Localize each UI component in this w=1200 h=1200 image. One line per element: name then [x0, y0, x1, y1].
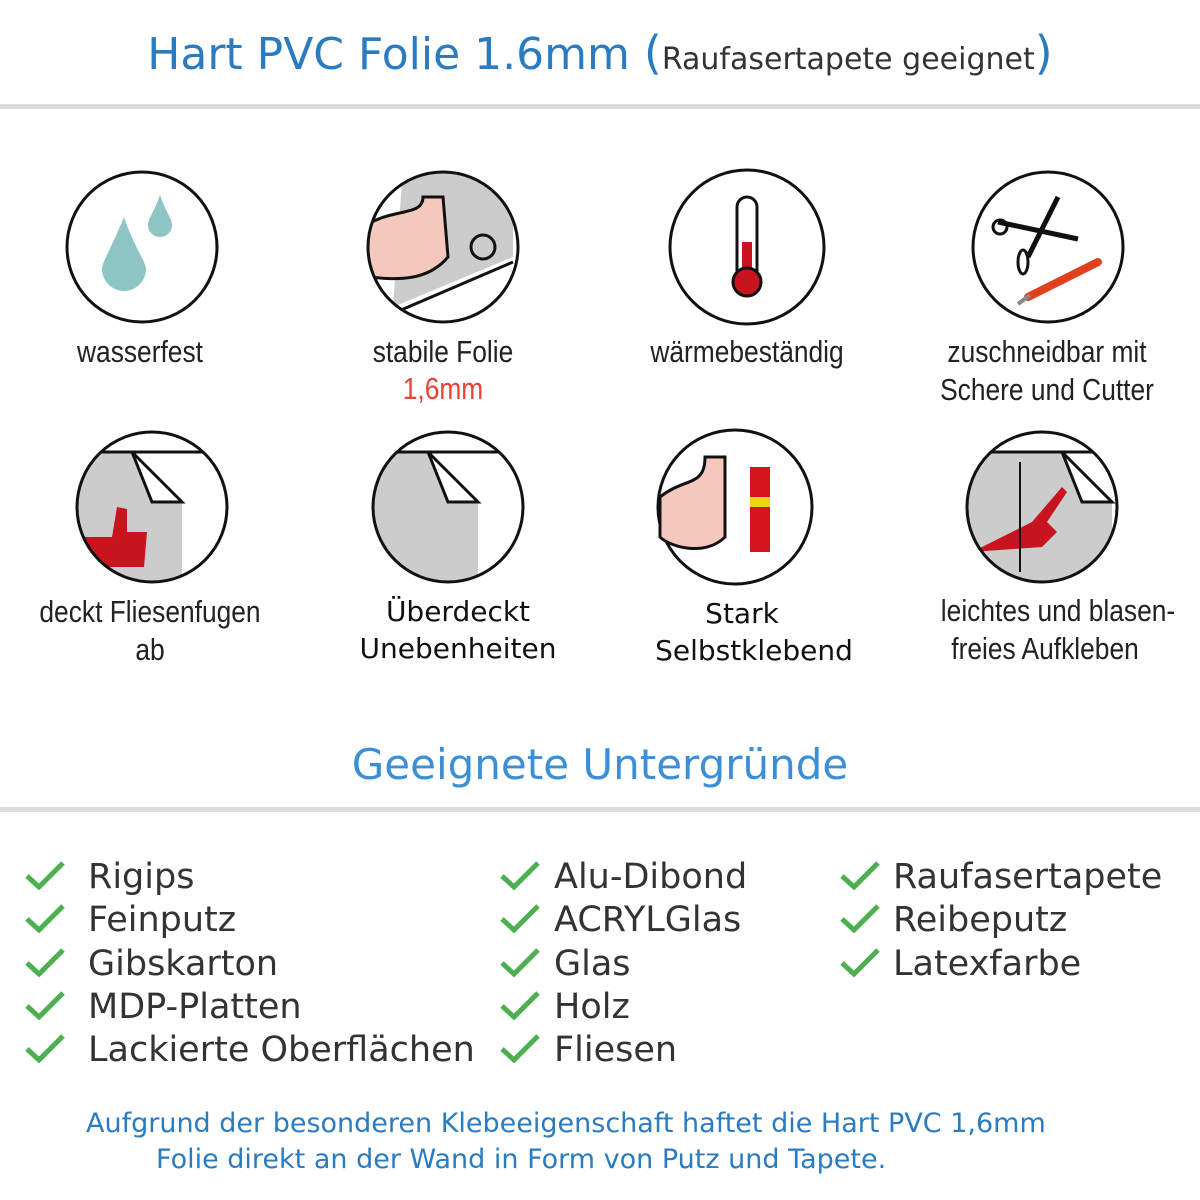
feature-label: Selbstklebend	[655, 634, 853, 667]
check-icon	[25, 947, 65, 977]
strong-arm-glue-icon	[656, 428, 814, 586]
check-icon	[840, 904, 880, 934]
check-icon	[25, 861, 65, 890]
title-main: Hart PVC Folie 1.6mm	[147, 29, 644, 80]
hand-apply-icon	[965, 430, 1119, 584]
thermometer-icon	[668, 168, 826, 326]
water-drops-icon	[65, 170, 219, 324]
feature-label: Stark	[705, 597, 779, 630]
surface-item: Latexfarbe	[893, 943, 1082, 984]
surface-item: Lackierte Oberflächen	[88, 1030, 475, 1071]
check-icon	[500, 1034, 540, 1064]
scissors-cutter-icon	[971, 170, 1125, 324]
surface-item: Raufasertapete	[893, 857, 1163, 897]
strong-arm-foil-icon	[366, 170, 520, 324]
surface-item: ACRYLGlas	[554, 900, 742, 941]
feature-label: zuschneidbar mit	[947, 334, 1147, 369]
check-icon	[500, 947, 540, 977]
feature-label: leichtes und blasen-	[940, 593, 1176, 628]
check-icon	[25, 904, 65, 934]
footer-line: Aufgrund der besonderen Klebeeigenschaft…	[86, 1108, 1046, 1139]
feature-label: wasserfest	[77, 334, 203, 369]
feature-label: Überdeckt	[385, 595, 531, 628]
feature-label: Unebenheiten	[359, 632, 557, 665]
surface-item: Reibeputz	[893, 900, 1068, 941]
check-icon	[840, 947, 880, 977]
divider	[0, 807, 1200, 812]
check-icon	[25, 1034, 65, 1064]
paren: (	[643, 26, 662, 80]
footer-note: Aufgrund der besonderen Klebeeigenschaft…	[0, 1106, 1200, 1178]
check-icon	[500, 991, 540, 1020]
feature-label: stabile Folie	[372, 334, 514, 369]
surface-item: MDP-Platten	[88, 986, 302, 1027]
surface-item: Holz	[554, 986, 630, 1027]
surface-item: Alu-Dibond	[554, 857, 748, 897]
tile-thumbs-up-icon	[75, 430, 229, 584]
surface-item: Gibskarton	[88, 943, 279, 984]
surface-item: Glas	[554, 943, 631, 984]
check-icon	[500, 861, 540, 890]
footer-line: Folie direkt an der Wand in Form von Put…	[156, 1144, 887, 1175]
check-icon	[25, 991, 65, 1020]
feature-sublabel: 1,6mm	[402, 371, 484, 406]
page-title: Hart PVC Folie 1.6mm (Raufasertapete gee…	[0, 26, 1200, 80]
divider	[0, 104, 1200, 109]
feature-label: wärmebeständig	[650, 334, 844, 369]
paren: )	[1034, 26, 1053, 80]
surface-item: Rigips	[88, 857, 195, 897]
section-title: Geeignete Untergründe	[351, 740, 849, 789]
surface-item: Fliesen	[554, 1030, 678, 1071]
feature-label: freies Aufkleben	[951, 631, 1139, 666]
check-icon	[840, 861, 880, 890]
surface-item: Feinputz	[88, 900, 237, 941]
check-icon	[500, 904, 540, 934]
feature-label: deckt Fliesenfugen ab	[39, 594, 261, 667]
feature-label: Schere und Cutter	[940, 372, 1154, 407]
title-sub: Raufasertapete geeignet	[661, 42, 1035, 77]
foil-corner-icon	[371, 430, 525, 584]
